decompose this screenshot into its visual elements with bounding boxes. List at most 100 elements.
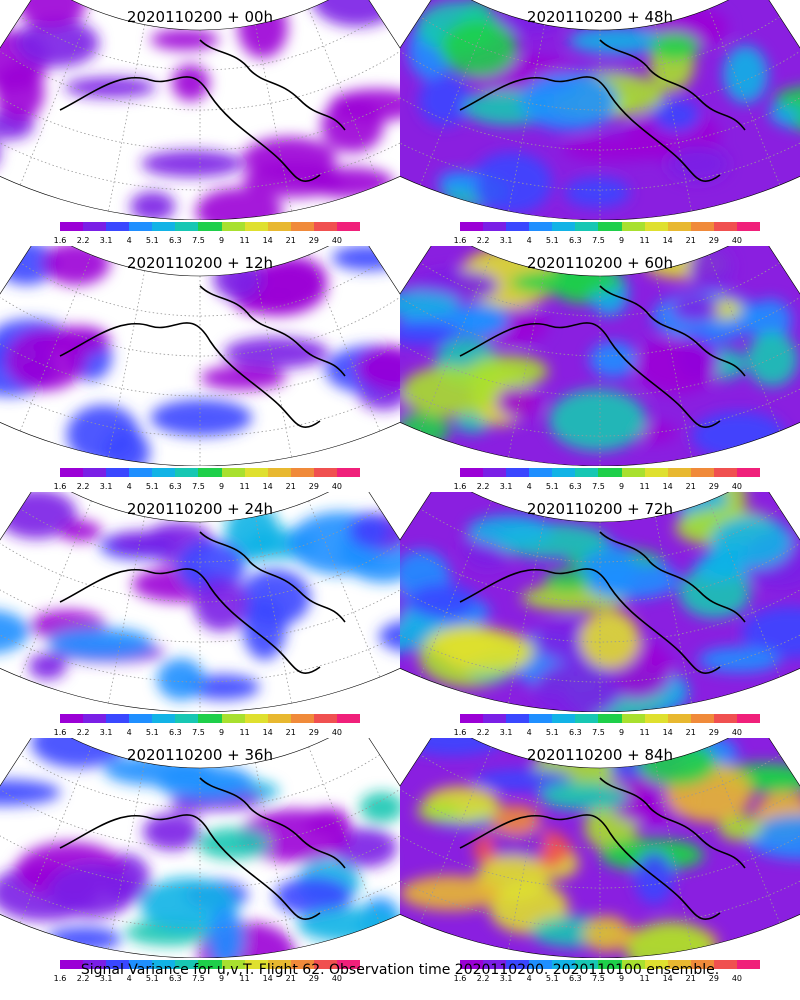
colorbar-label: 29 — [708, 482, 719, 491]
colorbar-label: 11 — [239, 728, 250, 737]
colorbar: 1.6 2.2 3.1 4 5.1 6.3 7.5 9 11 14 21 29 40 — [454, 468, 760, 491]
colorbar-label: 5.1 — [545, 728, 559, 737]
colorbar: 1.6 2.2 3.1 4 5.1 6.3 7.5 9 11 14 21 29 40 — [454, 714, 760, 737]
colorbar-label: 11 — [639, 482, 650, 491]
colorbar-segment — [152, 960, 176, 969]
colorbar-label: 2.2 — [476, 482, 490, 491]
colorbar-label: 14 — [262, 236, 273, 245]
colorbar-label: 14 — [262, 482, 273, 491]
panel-title: 2020110200 + 36h — [126, 746, 274, 764]
colorbar-label: 3.1 — [99, 974, 113, 983]
colorbar-segment — [106, 714, 130, 723]
colorbar-label: 6.3 — [169, 236, 182, 245]
colorbar-segment — [575, 468, 599, 477]
colorbar-label: 2.2 — [76, 728, 90, 737]
colorbar-label: 40 — [731, 482, 743, 491]
colorbar-segment — [552, 714, 576, 723]
colorbar-segment — [621, 714, 645, 723]
colorbar-segment — [152, 468, 176, 477]
colorbar-segment — [621, 468, 645, 477]
colorbar-label: 9 — [618, 236, 625, 245]
colorbar-segment — [198, 222, 222, 231]
colorbar-label: 40 — [331, 974, 343, 983]
colorbar-label: 3.1 — [99, 482, 113, 491]
colorbar-label: 14 — [262, 974, 273, 983]
colorbar-segment — [336, 222, 360, 231]
colorbar-label: 3.1 — [499, 728, 513, 737]
panel-title: 2020110200 + 60h — [526, 254, 674, 272]
colorbar-label: 40 — [331, 482, 343, 491]
colorbar-label: 14 — [262, 728, 273, 737]
colorbar: 1.6 2.2 3.1 4 5.1 6.3 7.5 9 11 14 21 29 40 — [54, 960, 360, 983]
colorbar-segment — [713, 714, 737, 723]
colorbar-label: 4 — [126, 482, 132, 491]
colorbar-segment — [290, 222, 314, 231]
colorbar-segment — [60, 714, 84, 723]
colorbar-segment — [175, 468, 199, 477]
colorbar-segment — [129, 222, 153, 231]
colorbar-segment — [336, 714, 360, 723]
forecast-panel: 2020110200 + 72h 1.6 2.2 3.1 4 5.1 6.3 7.5 9 11 14… — [400, 492, 800, 738]
colorbar-segment — [313, 960, 337, 969]
colorbar-segment — [460, 222, 484, 231]
panel-title: 2020110200 + 84h — [526, 746, 674, 764]
colorbar-segment — [313, 714, 337, 723]
colorbar-segment — [60, 468, 84, 477]
polar-map — [400, 246, 800, 466]
colorbar-label: 1.6 — [453, 482, 467, 491]
colorbar-label: 7.5 — [592, 236, 605, 245]
colorbar-label: 1.6 — [453, 974, 467, 983]
colorbar-label: 6.3 — [169, 482, 182, 491]
colorbar-segment — [83, 468, 107, 477]
colorbar-segment — [483, 222, 507, 231]
colorbar-segment — [129, 960, 153, 969]
colorbar-segment — [175, 960, 199, 969]
colorbar-label: 9 — [618, 482, 625, 491]
colorbar-segment — [221, 222, 245, 231]
colorbar-segment — [267, 960, 291, 969]
colorbar-segment — [313, 222, 337, 231]
colorbar-segment — [667, 468, 691, 477]
colorbar-label: 29 — [708, 974, 719, 983]
forecast-panel: 2020110200 + 60h 1.6 2.2 3.1 4 5.1 6.3 7.5 9 11 14… — [400, 246, 800, 492]
colorbar-label: 14 — [662, 974, 673, 983]
colorbar-label: 29 — [308, 236, 319, 245]
colorbar-label: 21 — [685, 728, 696, 737]
colorbar-segment — [667, 714, 691, 723]
colorbar-label: 21 — [685, 236, 696, 245]
colorbar-label: 1.6 — [53, 482, 67, 491]
colorbar-label: 2.2 — [476, 728, 490, 737]
colorbar-label: 40 — [331, 236, 343, 245]
colorbar-label: 6.3 — [169, 728, 182, 737]
colorbar-segment — [336, 960, 360, 969]
colorbar-label: 1.6 — [53, 728, 67, 737]
forecast-panel: 2020110200 + 12h 1.6 2.2 3.1 4 5.1 6.3 7.5 9 11 14… — [0, 246, 400, 492]
colorbar-label: 5.1 — [545, 974, 559, 983]
colorbar-label: 3.1 — [499, 236, 513, 245]
colorbar-segment — [598, 960, 622, 969]
colorbar-segment — [736, 222, 760, 231]
colorbar-segment — [83, 222, 107, 231]
colorbar-segment — [598, 468, 622, 477]
colorbar-segment — [244, 468, 268, 477]
colorbar-label: 5.1 — [145, 236, 159, 245]
colorbar-label: 40 — [731, 236, 743, 245]
colorbar-segment — [313, 468, 337, 477]
colorbar-label: 11 — [239, 974, 250, 983]
colorbar: 1.6 2.2 3.1 4 5.1 6.3 7.5 9 11 14 21 29 40 — [454, 960, 760, 983]
colorbar-segment — [460, 468, 484, 477]
colorbar-label: 4 — [526, 974, 532, 983]
colorbar-segment — [529, 960, 553, 969]
colorbar-segment — [736, 714, 760, 723]
colorbar-segment — [575, 960, 599, 969]
colorbar-segment — [667, 222, 691, 231]
colorbar-label: 29 — [308, 482, 319, 491]
colorbar-label: 1.6 — [453, 728, 467, 737]
colorbar-label: 11 — [239, 236, 250, 245]
colorbar-segment — [690, 222, 714, 231]
forecast-panel: 2020110200 + 00h 1.6 2.2 3.1 4 5.1 6.3 7.5 9 11 14… — [0, 0, 400, 246]
colorbar-segment — [506, 468, 530, 477]
colorbar-segment — [690, 960, 714, 969]
colorbar-label: 3.1 — [499, 482, 513, 491]
colorbar: 1.6 2.2 3.1 4 5.1 6.3 7.5 9 11 14 21 29 40 — [54, 468, 360, 491]
